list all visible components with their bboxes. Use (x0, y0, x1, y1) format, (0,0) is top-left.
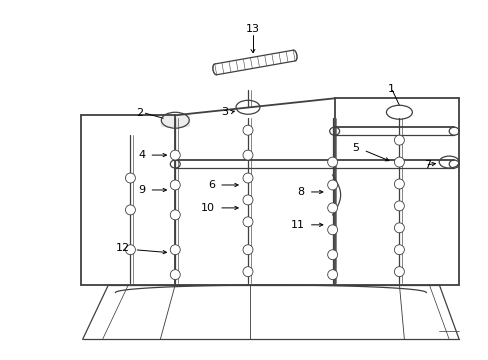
Circle shape (327, 250, 337, 260)
Circle shape (243, 150, 252, 160)
Text: 12: 12 (116, 243, 130, 253)
Circle shape (243, 125, 252, 135)
Text: 11: 11 (290, 220, 304, 230)
Circle shape (394, 223, 404, 233)
Text: 9: 9 (138, 185, 145, 195)
Text: 8: 8 (297, 187, 304, 197)
Circle shape (170, 210, 180, 220)
Circle shape (243, 245, 252, 255)
Circle shape (125, 245, 135, 255)
Circle shape (394, 267, 404, 276)
Circle shape (394, 201, 404, 211)
Circle shape (125, 173, 135, 183)
Circle shape (125, 205, 135, 215)
Text: 5: 5 (352, 143, 359, 153)
Circle shape (243, 267, 252, 276)
Text: 10: 10 (201, 203, 215, 213)
Circle shape (170, 180, 180, 190)
Circle shape (243, 173, 252, 183)
Circle shape (327, 203, 337, 213)
Text: 4: 4 (138, 150, 145, 160)
Circle shape (170, 150, 180, 160)
Circle shape (243, 217, 252, 227)
Circle shape (394, 157, 404, 167)
Circle shape (327, 225, 337, 235)
Text: 2: 2 (136, 108, 143, 118)
Circle shape (327, 270, 337, 280)
Text: 6: 6 (208, 180, 215, 190)
Circle shape (327, 180, 337, 190)
Text: 3: 3 (221, 107, 227, 117)
Circle shape (394, 179, 404, 189)
Text: 1: 1 (386, 84, 394, 94)
Text: 7: 7 (424, 160, 430, 170)
Text: 13: 13 (245, 24, 260, 33)
Circle shape (170, 270, 180, 280)
Circle shape (243, 195, 252, 205)
Circle shape (327, 157, 337, 167)
Circle shape (394, 245, 404, 255)
Circle shape (170, 245, 180, 255)
Circle shape (394, 135, 404, 145)
